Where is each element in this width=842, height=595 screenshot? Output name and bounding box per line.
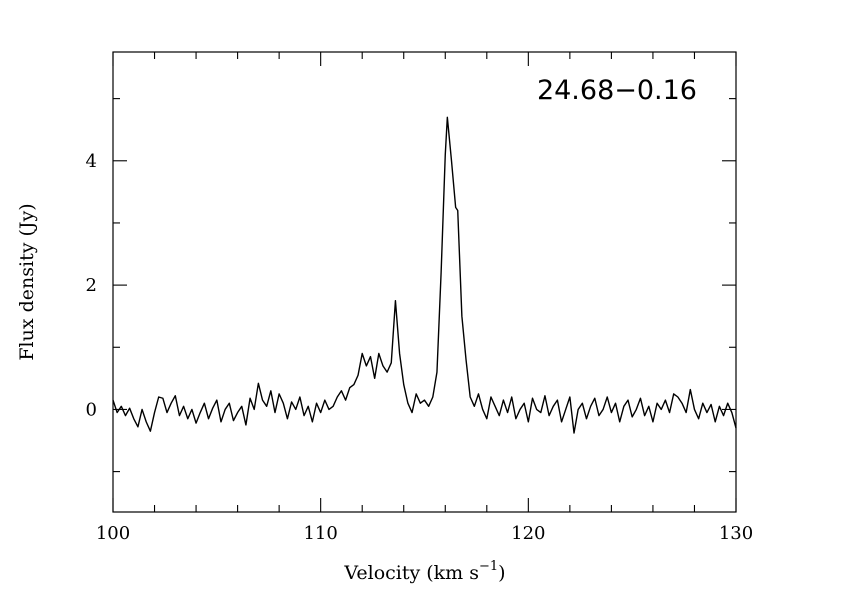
x-axis-title-main: Velocity (km s — [343, 562, 479, 584]
axis-ticks — [112, 52, 737, 512]
x-axis-title-close: ) — [498, 562, 505, 584]
y-tick-label: 2 — [86, 275, 97, 296]
x-tick-label: 100 — [96, 523, 130, 544]
x-axis-title: Velocity (km s−1) — [343, 559, 505, 584]
plot-frame — [112, 51, 737, 513]
tick-labels: 100 110 120 130 0 2 4 — [86, 151, 754, 544]
y-axis-title: Flux density (Jy) — [16, 203, 38, 360]
x-tick-label: 110 — [303, 523, 337, 544]
y-tick-label: 0 — [86, 399, 97, 420]
x-axis-title-exponent: −1 — [479, 559, 498, 574]
x-tick-label: 130 — [719, 523, 753, 544]
source-annotation: 24.68−0.16 — [537, 75, 697, 106]
x-tick-label: 120 — [511, 523, 545, 544]
series-line — [112, 116, 737, 434]
y-tick-label: 4 — [86, 151, 97, 172]
